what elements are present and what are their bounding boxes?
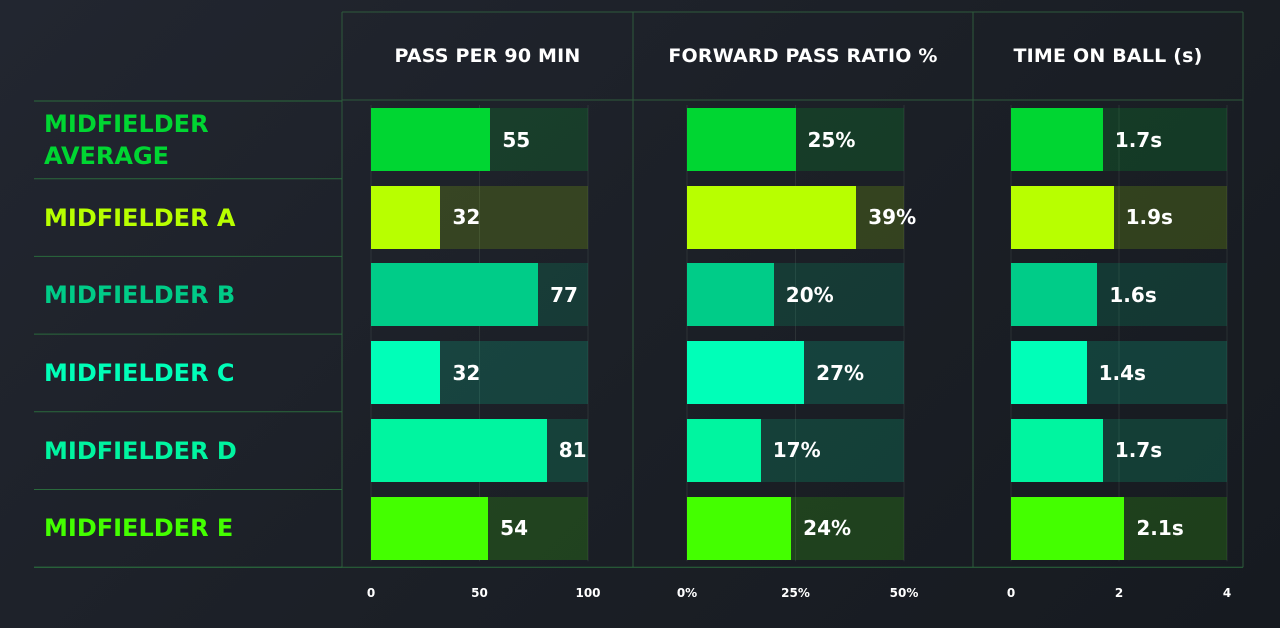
category-label: MIDFIELDER AVERAGE (44, 110, 209, 170)
axis-tick-label: 100 (575, 586, 601, 600)
bar (1011, 263, 1098, 327)
bar (371, 185, 441, 249)
bar (371, 108, 491, 171)
bar (371, 263, 539, 327)
value-label: 1.7s (1114, 438, 1163, 463)
category-label: MIDFIELDER B (44, 281, 236, 310)
value-label: 81 (558, 438, 587, 463)
bar (687, 496, 792, 560)
panel-title: FORWARD PASS RATIO % (668, 45, 938, 67)
bar (1011, 496, 1125, 560)
value-label: 77 (550, 282, 578, 307)
value-label: 1.9s (1125, 205, 1173, 230)
value-label: 24% (803, 516, 852, 540)
bar (1011, 108, 1103, 171)
value-label: 25% (807, 127, 856, 152)
bar (687, 108, 796, 171)
axis-tick-label: 2 (1114, 586, 1124, 600)
bar (687, 341, 805, 405)
bar (687, 263, 774, 327)
bar (687, 418, 761, 482)
value-label: 20% (785, 282, 834, 307)
value-label: 1.7s (1114, 127, 1163, 152)
value-label: 55 (502, 127, 531, 152)
bar (1011, 185, 1114, 249)
bar (371, 418, 547, 482)
value-label: 1.6s (1109, 282, 1157, 307)
value-label: 17% (772, 438, 821, 463)
axis-tick-label: 25% (781, 586, 810, 600)
axis-tick-label: 50% (889, 586, 919, 600)
axis-tick-label: 0% (676, 586, 698, 600)
category-label: MIDFIELDER D (44, 436, 237, 465)
category-label: MIDFIELDER A (44, 203, 236, 232)
bar (371, 496, 489, 560)
value-label: 54 (500, 516, 529, 540)
axis-tick-label: 0 (366, 586, 376, 600)
axis-tick-label: 0 (1006, 586, 1016, 600)
axis-tick-label: 4 (1222, 586, 1232, 600)
category-label: MIDFIELDER E (44, 514, 234, 543)
axis-tick-label: 50 (471, 586, 488, 600)
category-label: MIDFIELDER C (44, 358, 235, 387)
bar (1011, 341, 1087, 405)
value-label: 32 (452, 205, 481, 230)
bar (687, 185, 857, 249)
value-label: 2.1s (1136, 516, 1184, 540)
bar (1011, 418, 1103, 482)
panel-title: PASS PER 90 MIN (394, 45, 581, 67)
value-label: 32 (452, 360, 481, 385)
value-label: 39% (868, 205, 917, 230)
value-label: 1.4s (1098, 360, 1146, 385)
value-label: 27% (816, 360, 865, 385)
bar (371, 341, 441, 405)
panel-title: TIME ON BALL (s) (1013, 45, 1203, 67)
